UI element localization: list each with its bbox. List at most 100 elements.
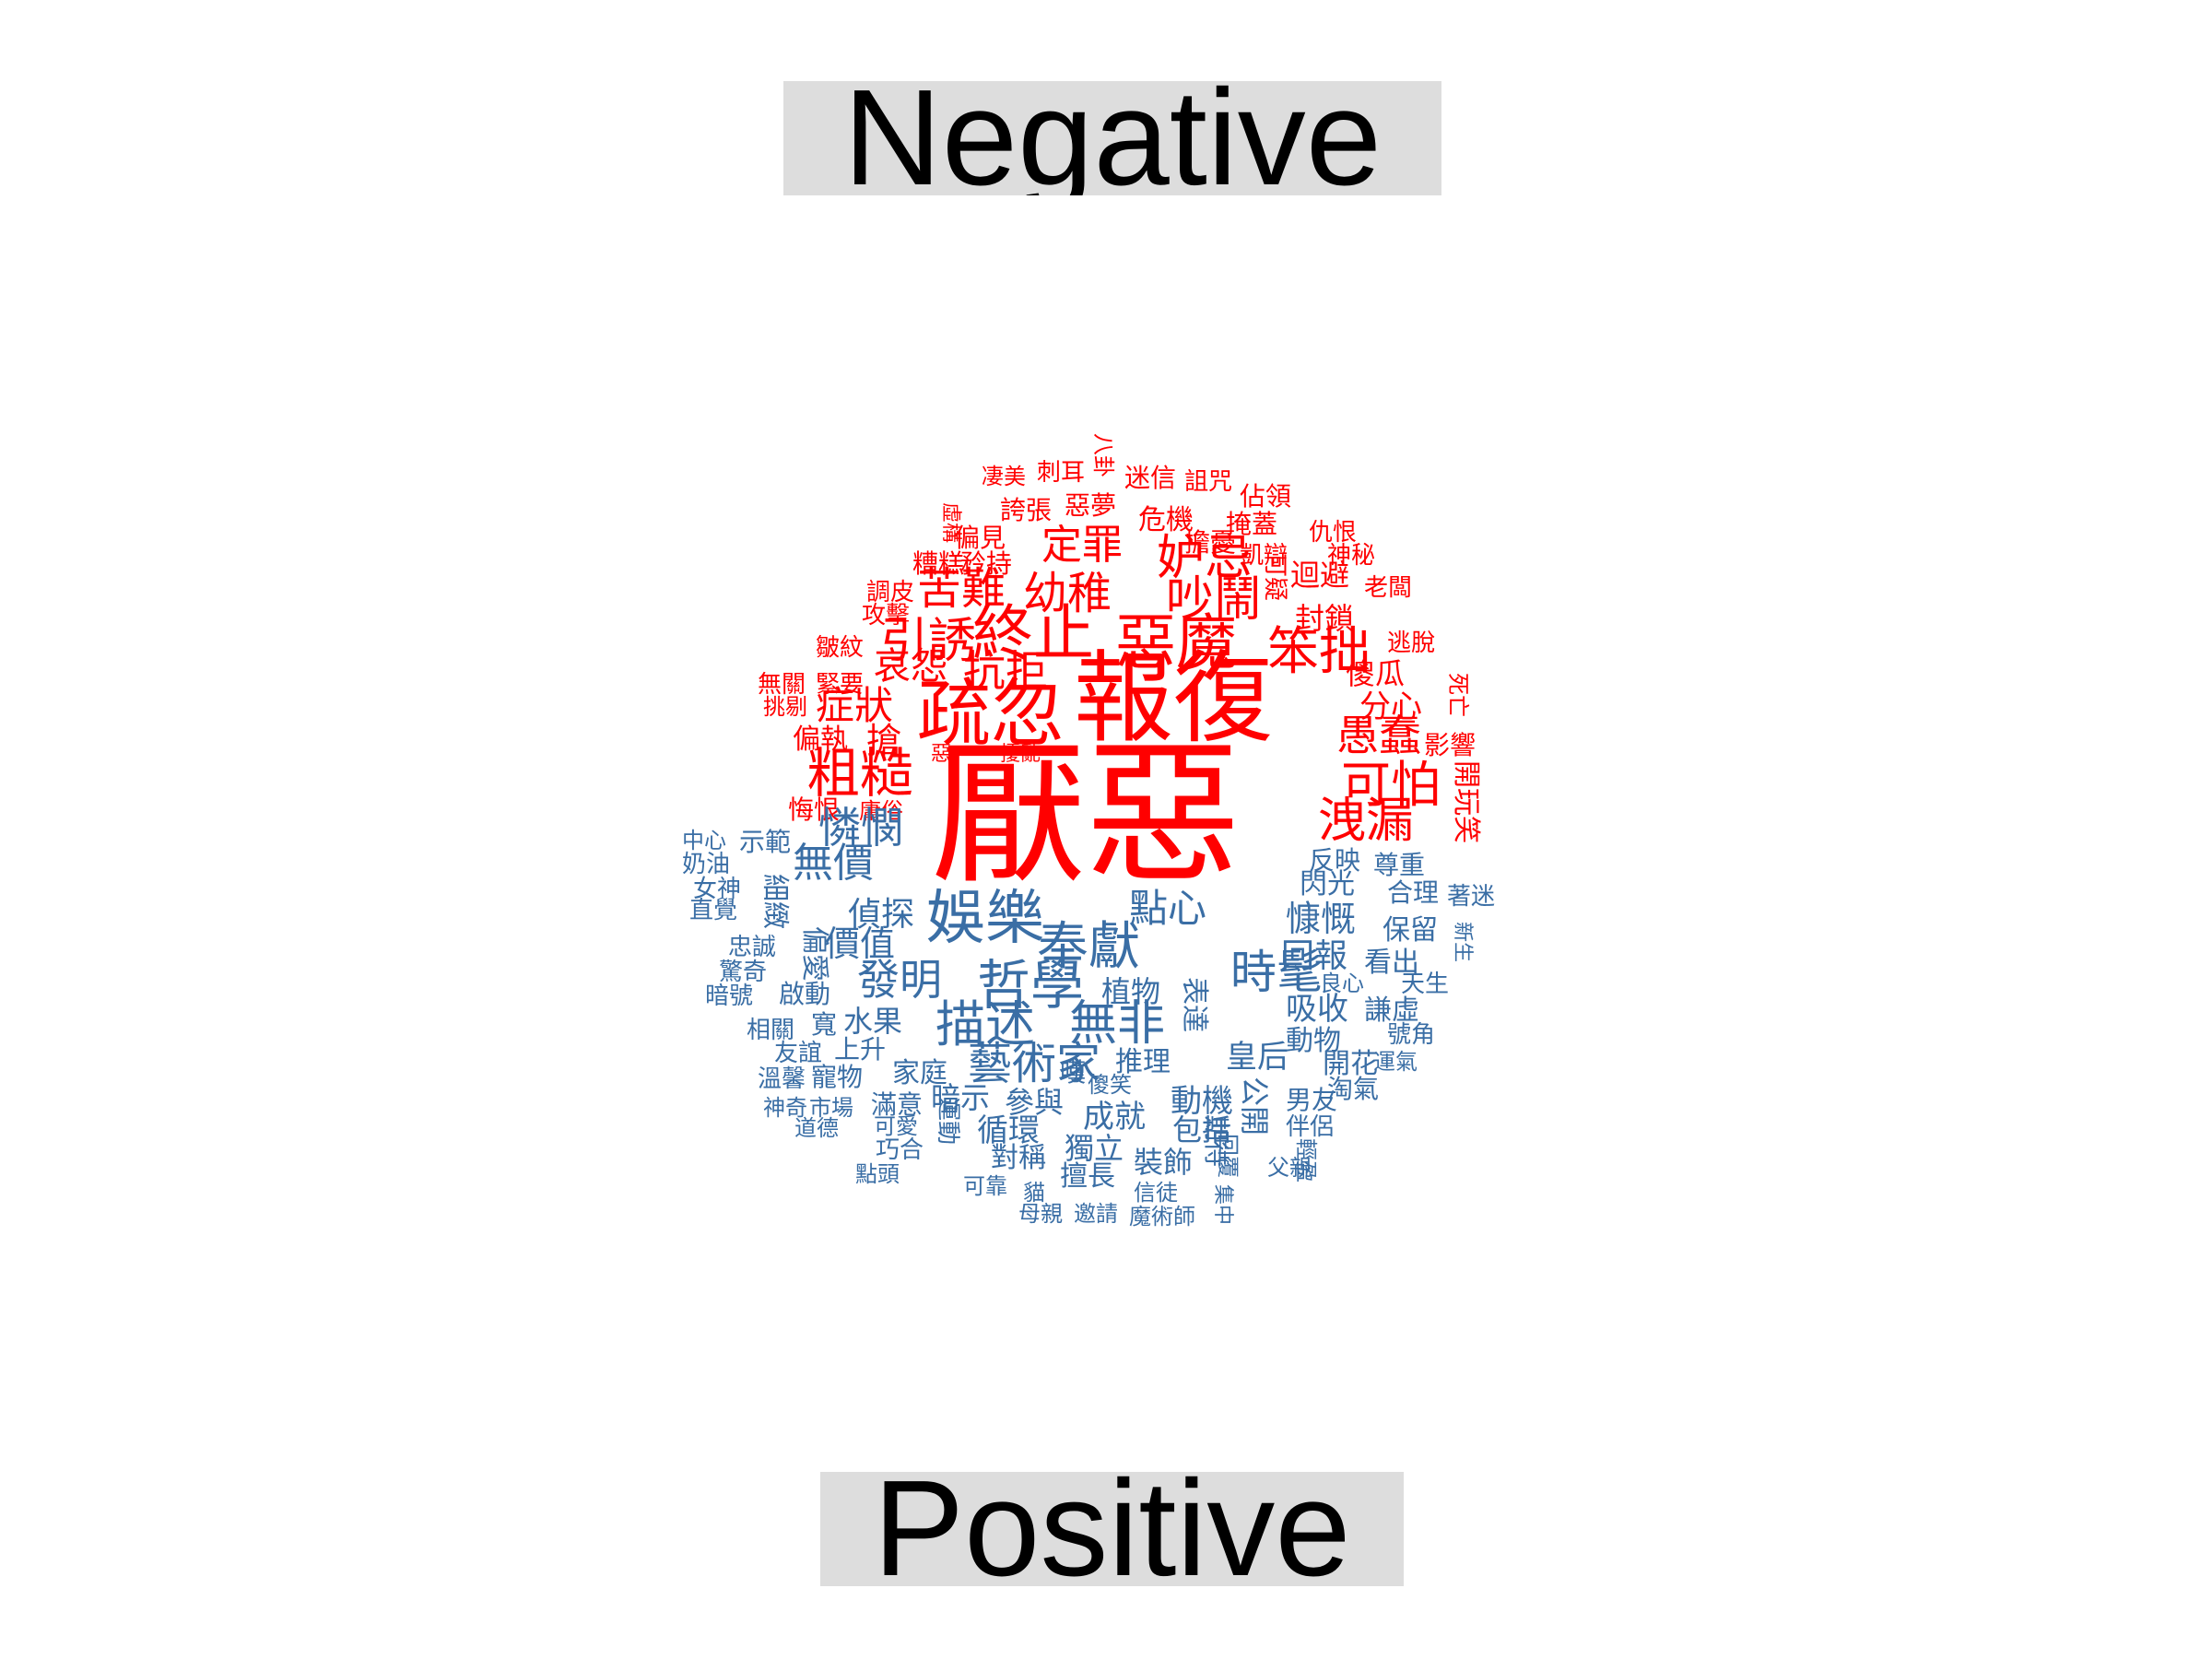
negative-word: 矜持	[960, 548, 1013, 579]
negative-word: 惡	[931, 743, 952, 766]
negative-word: 庸俗	[859, 798, 903, 824]
negative-word: 報復	[1074, 641, 1274, 757]
positive-word: 直覺	[689, 897, 738, 924]
positive-word: 合理	[1387, 877, 1440, 908]
positive-word: 推理	[1115, 1046, 1171, 1078]
positive-word: 偵探	[848, 896, 915, 934]
negative-word: 洩漏	[1318, 794, 1415, 849]
positive-word: 閃光	[1300, 868, 1355, 900]
positive-word: 運氣	[1373, 1049, 1418, 1075]
positive-word: 寵物	[811, 1062, 864, 1092]
negative-word: 終止	[972, 598, 1094, 669]
negative-word: 詛咒	[1184, 468, 1233, 496]
negative-word: 偏見	[954, 523, 1006, 553]
negative-word: 哀怨	[874, 645, 947, 688]
negative-word: 笨拙	[1267, 622, 1371, 682]
negative-word: 老闆	[1364, 574, 1413, 602]
negative-word: 逃脫	[1387, 629, 1436, 657]
negative-word: 佔領	[1240, 481, 1292, 512]
negative-word: 仇恨	[1309, 519, 1358, 547]
positive-word: 邀請	[1074, 1201, 1118, 1227]
positive-label: Positive	[820, 1472, 1404, 1586]
positive-word: 驚奇	[719, 959, 768, 986]
positive-word: 號角	[1387, 1021, 1436, 1049]
positive-word: 男友	[1286, 1085, 1338, 1115]
positive-word: 上升	[834, 1034, 887, 1065]
negative-word: 迴避	[1290, 558, 1350, 593]
positive-word: 開花	[1323, 1048, 1378, 1080]
positive-word: 循環	[977, 1112, 1040, 1149]
positive-word: 新生	[1451, 922, 1474, 963]
positive-word: 淘氣	[1327, 1074, 1380, 1104]
negative-word: 吵鬧	[1166, 572, 1263, 628]
negative-word: 擾亂	[1000, 743, 1041, 766]
positive-word: 動物	[1286, 1025, 1341, 1057]
negative-word: 苦難	[917, 563, 1006, 615]
negative-word: 凱辯	[1240, 542, 1288, 570]
positive-word: 市場	[809, 1095, 853, 1121]
positive-word: 魔術師	[1129, 1204, 1195, 1230]
negative-word: 虛構	[939, 502, 962, 544]
positive-word: 點頭	[855, 1161, 900, 1187]
positive-word: 藝術家	[968, 1038, 1101, 1089]
positive-word: 水果	[843, 1004, 903, 1039]
positive-word: 描述	[935, 995, 1035, 1053]
positive-word: 慷慨	[1286, 899, 1357, 939]
negative-word: 誇張	[1000, 495, 1053, 525]
negative-word: 影響	[1424, 730, 1477, 760]
positive-word: 嘆	[1060, 1057, 1087, 1088]
positive-word: 集中	[1211, 1184, 1234, 1226]
negative-word: 糟糕	[912, 548, 965, 579]
negative-word: 皺紋	[816, 634, 865, 662]
positive-word: 偏愛	[798, 926, 830, 982]
negative-word: 抗拒	[963, 646, 1048, 696]
positive-word: 運動	[934, 1097, 961, 1146]
positive-word: 價值	[825, 924, 896, 964]
positive-word: 對稱	[991, 1142, 1046, 1174]
negative-word: 傻瓜	[1346, 656, 1406, 691]
negative-word: 封鎖	[1295, 601, 1355, 636]
positive-word: 信徒	[1134, 1180, 1178, 1206]
positive-word: 道德	[794, 1115, 839, 1141]
positive-word: 伴侶	[1286, 1113, 1335, 1141]
negative-word: 死亡	[1445, 673, 1471, 717]
negative-word: 悔恨	[788, 794, 841, 825]
negative-label: Negative	[783, 81, 1441, 195]
negative-word: 厭惡	[931, 724, 1241, 905]
positive-word: 獨立	[1065, 1131, 1124, 1166]
positive-word: 成就	[1083, 1099, 1146, 1135]
positive-word: 貓	[1023, 1180, 1045, 1206]
negative-word: 症狀	[816, 683, 894, 728]
positive-word: 看出	[1364, 947, 1419, 979]
positive-word: 擅長	[1060, 1160, 1115, 1193]
positive-word: 包括	[1172, 1112, 1232, 1147]
positive-word: 無價	[793, 840, 874, 887]
positive-word: 可愛	[874, 1113, 918, 1139]
positive-word: 著迷	[1447, 883, 1496, 911]
positive-word: 啟動	[779, 979, 831, 1009]
positive-word: 反映	[1309, 845, 1361, 876]
negative-word: 開玩笑	[1450, 760, 1482, 843]
negative-word: 惡夢	[1065, 490, 1117, 521]
positive-word: 暗號	[705, 982, 754, 1010]
negative-word: 調皮	[866, 579, 915, 606]
positive-word: 良心	[1320, 971, 1364, 996]
positive-word: 父親	[1267, 1155, 1312, 1181]
positive-word: 傻笑	[1088, 1072, 1132, 1098]
positive-word: 植物	[1101, 974, 1161, 1009]
negative-word: 粗糙	[806, 742, 914, 805]
positive-word: 細緻	[759, 874, 791, 929]
positive-word: 憐憫	[818, 803, 903, 853]
positive-word: 示範	[739, 827, 792, 857]
positive-word: 發明	[857, 955, 942, 1005]
positive-word: 無非	[1069, 996, 1166, 1052]
negative-word: 掩蓋	[1226, 509, 1278, 539]
positive-word: 女神	[693, 876, 742, 903]
positive-word: 奶油	[682, 851, 731, 878]
negative-word: 神秘	[1327, 542, 1376, 570]
positive-word: 暗示	[931, 1080, 991, 1115]
positive-word: 尊重	[1373, 850, 1426, 880]
positive-word: 寬	[811, 1009, 838, 1040]
positive-word: 母親	[1018, 1201, 1063, 1227]
